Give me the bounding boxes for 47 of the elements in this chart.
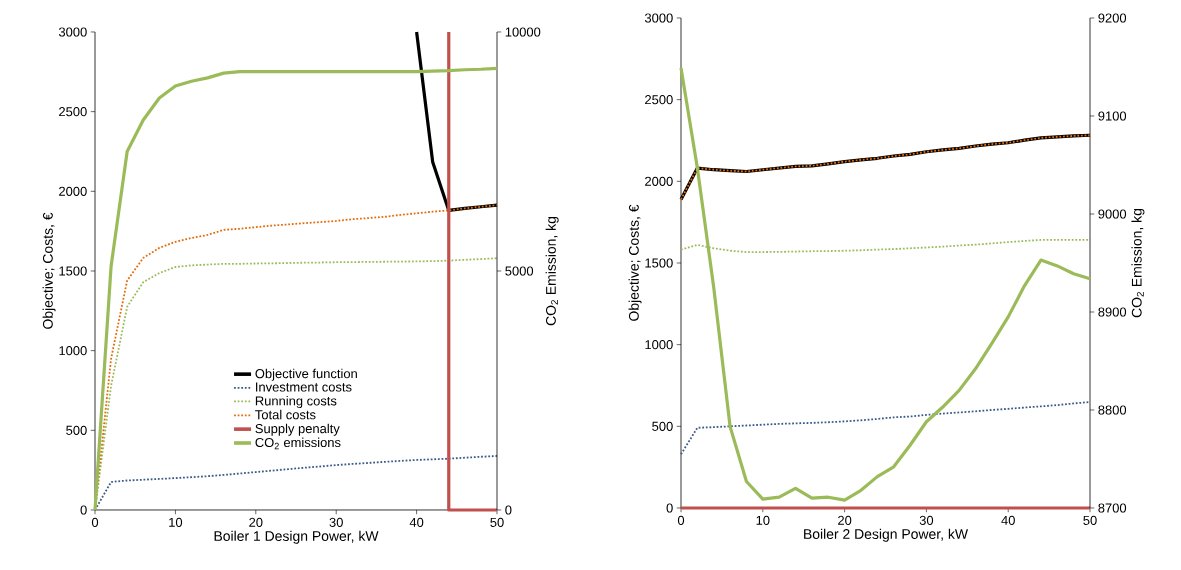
y-tick-label: 2000 [645, 176, 673, 186]
legend-label: Investment costs [256, 382, 352, 392]
y2-tick-label: 9000 [1098, 209, 1127, 219]
x-tick-label: 30 [329, 517, 343, 527]
y2-axis-title: CO$_{2}$ Emission, kg [1131, 209, 1145, 318]
x-tick-label: 30 [919, 515, 934, 525]
y-tick-label: 2500 [645, 95, 673, 105]
x-axis-title: Boiler 1 Design Power, kW [214, 530, 379, 544]
legend-label: Objective function [255, 368, 357, 381]
y-tick-label: 3000 [644, 13, 673, 23]
y2-tick-label: 9200 [1098, 13, 1127, 23]
x-axis-title: Boiler 2 Design Power, kW [804, 528, 968, 542]
x-tick-label: 50 [490, 517, 504, 527]
y2-tick-label: 9100 [1098, 111, 1127, 121]
x-tick-label: 40 [409, 517, 424, 527]
y-axis-title: Objective; Costs, € [628, 204, 642, 321]
x-tick-label: 50 [1083, 515, 1097, 525]
legend-label: Supply penalty [255, 423, 340, 436]
x-tick-label: 10 [756, 515, 770, 525]
y-tick-label: 500 [66, 425, 87, 435]
y-tick-label: 1000 [59, 346, 87, 356]
y2-tick-label: 8800 [1098, 405, 1127, 415]
y-tick-label: 1000 [645, 340, 673, 350]
y2-tick-label: 8900 [1098, 307, 1127, 317]
y-tick-label: 1500 [59, 266, 87, 276]
x-tick-label: 20 [249, 517, 263, 527]
y-axis-title: Objective; Costs, € [42, 212, 56, 329]
y2-axis-title: CO$_{2}$ Emission, kg [545, 217, 559, 326]
y-tick-label: 1500 [645, 258, 673, 268]
x-tick-label: 0 [677, 515, 685, 525]
y-tick-label: 500 [652, 421, 673, 431]
x-tick-label: 20 [838, 515, 852, 525]
y-tick-label: 2000 [59, 186, 87, 196]
y2-tick-label: 8700 [1098, 503, 1127, 513]
y2-tick-label: 10000 [505, 27, 541, 37]
y-tick-label: 0 [80, 505, 87, 515]
y-tick-label: 2500 [59, 107, 87, 117]
legend-label: CO$_{2}$ emissions [255, 437, 341, 450]
legend-label: Running costs [255, 395, 337, 409]
x-tick-label: 10 [169, 517, 183, 527]
y2-tick-label: 0 [505, 505, 512, 515]
y-tick-label: 0 [666, 503, 673, 513]
x-tick-label: 40 [1001, 515, 1015, 525]
x-tick-label: 0 [91, 517, 99, 527]
y2-tick-label: 5000 [505, 266, 534, 276]
y-tick-label: 3000 [58, 27, 87, 37]
legend-label: Total costs [255, 409, 316, 420]
